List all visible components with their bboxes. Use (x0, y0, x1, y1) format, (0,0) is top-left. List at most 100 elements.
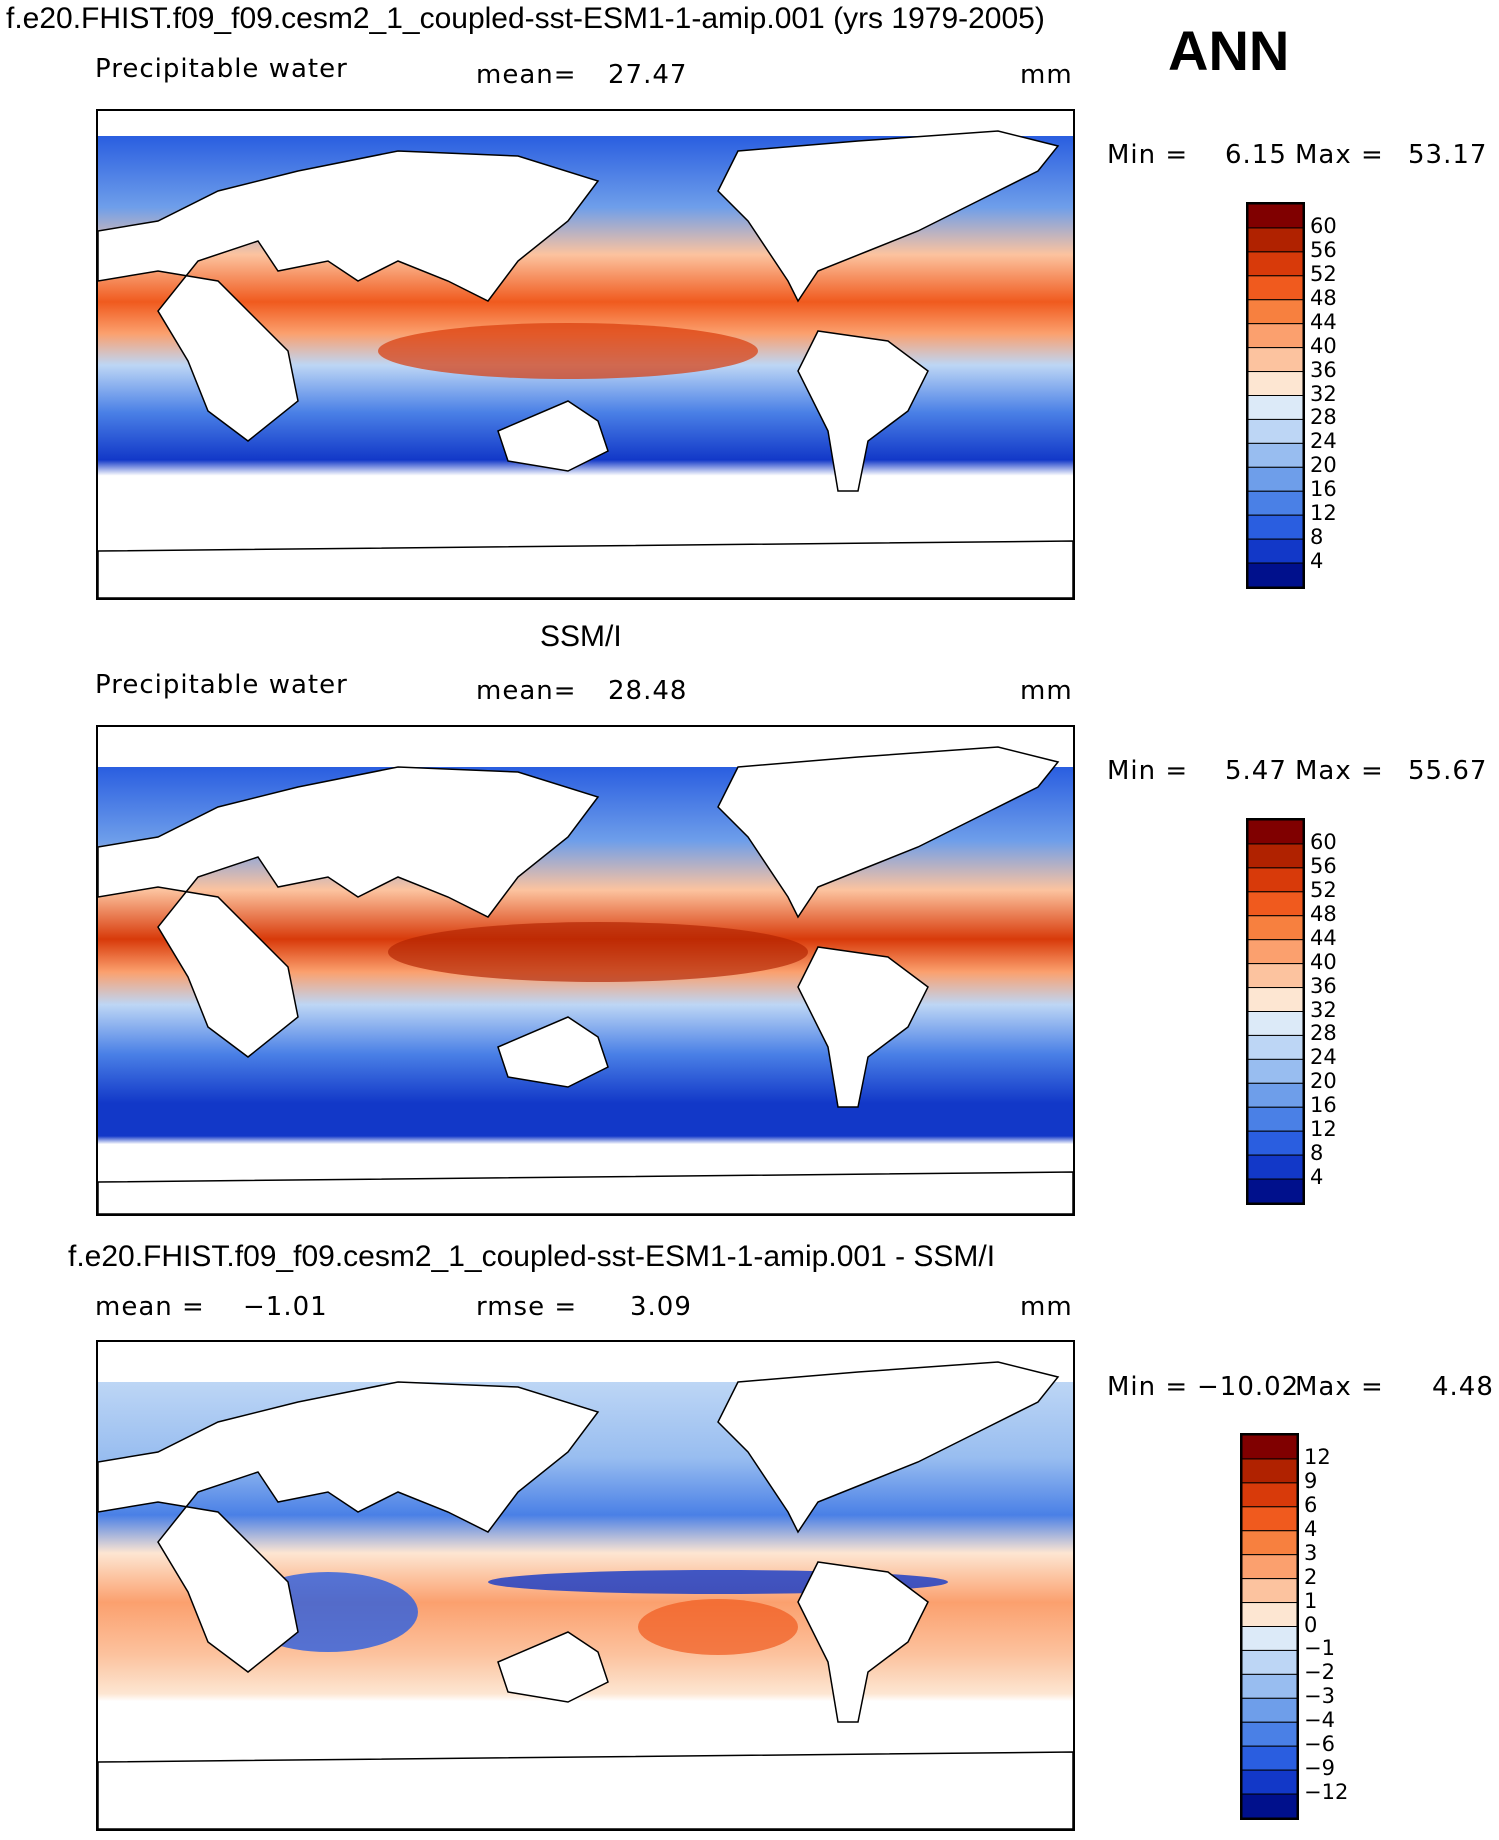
panel-3-mean-label: mean = (95, 1292, 205, 1322)
panel-2-max-value: 55.67 (1408, 756, 1488, 786)
panel-2-mean-label: mean= (476, 676, 577, 706)
panel-1-colorbar-box (1248, 514, 1303, 540)
panel-2-colorbar-label: 40 (1310, 949, 1337, 974)
panel-3-colorbar-label: 1 (1304, 1588, 1318, 1613)
panel-1-warm-pool (378, 323, 758, 379)
panel-3-colorbar-label: −6 (1304, 1732, 1335, 1757)
panel-2-colorbar-box (1248, 1106, 1303, 1132)
panel-3-colorbar-box (1242, 1697, 1297, 1723)
panel-2-warm-pool (388, 922, 808, 982)
panel-3-rmse-value: 3.09 (630, 1292, 692, 1322)
panel-3-colorbar-box (1242, 1673, 1297, 1699)
panel-3-max-value: 4.48 (1432, 1372, 1494, 1402)
panel-2-colorbar (1246, 818, 1305, 1205)
panel-1-colorbar-box (1248, 251, 1303, 277)
panel-2-variable: Precipitable water (95, 670, 348, 700)
panel-2-colorbar-box (1248, 820, 1303, 845)
panel-1-colorbar-label: 12 (1310, 501, 1337, 526)
panel-3-colorbar-box (1242, 1649, 1297, 1675)
panel-1-colorbar-box (1248, 275, 1303, 301)
panel-1-colorbar-label: 16 (1310, 477, 1337, 502)
panel-2-colorbar-label: 16 (1310, 1093, 1337, 1118)
panel-1-mean-value: 27.47 (608, 60, 688, 90)
panel-3-colorbar-label: 4 (1304, 1516, 1318, 1541)
panel-3-colorbar-box (1242, 1626, 1297, 1651)
panel-2-colorbar-box (1248, 1178, 1303, 1203)
panel-2-colorbar-box (1248, 987, 1303, 1012)
panel-2-colorbar-box (1248, 1058, 1303, 1084)
panel-2-colorbar-box (1248, 843, 1303, 869)
panel-3-map (96, 1340, 1075, 1831)
panel-3-colorbar-box (1242, 1602, 1297, 1627)
panel-2-colorbar-label: 28 (1310, 1021, 1337, 1046)
panel-1-colorbar-box (1248, 323, 1303, 349)
panel-2-colorbar-label: 20 (1310, 1069, 1337, 1094)
panel-2-colorbar-box (1248, 867, 1303, 893)
panel-2-colorbar-box (1248, 939, 1303, 965)
panel-3-colorbar-box (1242, 1554, 1297, 1580)
panel-1-colorbar-label: 56 (1310, 237, 1337, 262)
panel-2-units: mm (1020, 676, 1073, 706)
panel-3-max-label: Max = (1295, 1372, 1384, 1402)
panel-2-colorbar-label: 24 (1310, 1045, 1337, 1070)
panel-1-colorbar-label: 20 (1310, 453, 1337, 478)
panel-2-colorbar-label: 36 (1310, 973, 1337, 998)
panel-3-land (98, 1361, 1073, 1829)
panel-2-mean-value: 28.48 (608, 676, 688, 706)
panel-1-colorbar-box (1248, 371, 1303, 396)
panel-1-colorbar-label: 40 (1310, 333, 1337, 358)
panel-3-colorbar-label: 0 (1304, 1612, 1318, 1637)
panel-2-colorbar-box (1248, 1154, 1303, 1180)
panel-2-colorbar-box (1248, 1011, 1303, 1036)
panel-1-colorbar-box (1248, 442, 1303, 468)
panel-1-colorbar-label: 44 (1310, 309, 1337, 334)
panel-1-colorbar-box (1248, 490, 1303, 516)
panel-1-colorbar-label: 52 (1310, 261, 1337, 286)
panel-3-colorbar-box (1242, 1793, 1297, 1818)
panel-3-colorbar-label: 12 (1304, 1444, 1331, 1469)
panel-3-mean-value: −1.01 (243, 1292, 328, 1322)
panel-3-colorbar-label: −12 (1304, 1780, 1349, 1805)
panel-1-colorbar-label: 4 (1310, 549, 1324, 574)
panel-1-max-value: 53.17 (1408, 140, 1488, 170)
panel-2-colorbar-label: 8 (1310, 1141, 1324, 1166)
panel-3-heading: f.e20.FHIST.f09_f09.cesm2_1_coupled-sst-… (68, 1240, 996, 1273)
panel-1-colorbar-label: 24 (1310, 429, 1337, 454)
panel-3-colorbar-box (1242, 1769, 1297, 1795)
panel-1-colorbar-label: 8 (1310, 525, 1324, 550)
panel-3-colorbar-label: 2 (1304, 1564, 1318, 1589)
panel-2-map (96, 725, 1075, 1216)
panel-3-colorbar-label: 6 (1304, 1492, 1318, 1517)
panel-2-colorbar-box (1248, 915, 1303, 941)
panel-2-colorbar-label: 44 (1310, 925, 1337, 950)
panel-3-colorbar-label: −4 (1304, 1708, 1335, 1733)
panel-2-colorbar-label: 32 (1310, 997, 1337, 1022)
panel-1-min-value: 6.15 (1225, 140, 1287, 170)
panel-2-heading: SSM/I (540, 620, 622, 653)
panel-2-colorbar-label: 52 (1310, 877, 1337, 902)
panel-1-colorbar-box (1248, 347, 1303, 373)
panel-3-colorbar-box (1242, 1745, 1297, 1771)
panel-1-colorbar-box (1248, 562, 1303, 587)
panel-3-colorbar-box (1242, 1506, 1297, 1532)
panel-2-max-label: Max = (1295, 756, 1384, 786)
panel-1-min-label: Min = (1107, 140, 1189, 170)
panel-2-min-value: 5.47 (1225, 756, 1287, 786)
panel-3-min-value: −10.02 (1197, 1372, 1300, 1402)
panel-2-colorbar-label: 48 (1310, 901, 1337, 926)
panel-3-south-pacific-wet (638, 1599, 798, 1655)
panel-2-colorbar-box (1248, 1130, 1303, 1156)
panel-3-colorbar (1240, 1433, 1299, 1820)
panel-1-variable: Precipitable water (95, 54, 348, 84)
panel-3-colorbar-label: −9 (1304, 1756, 1335, 1781)
panel-1-units: mm (1020, 60, 1073, 90)
panel-1-colorbar-box (1248, 538, 1303, 564)
panel-2-colorbar-label: 56 (1310, 853, 1337, 878)
panel-2-colorbar-box (1248, 1034, 1303, 1060)
panel-3-colorbar-label: 9 (1304, 1468, 1318, 1493)
panel-3-colorbar-box (1242, 1458, 1297, 1484)
panel-1-colorbar-label: 48 (1310, 285, 1337, 310)
panel-3-colorbar-label: 3 (1304, 1540, 1318, 1565)
panel-3-rmse-label: rmse = (476, 1292, 578, 1322)
panel-2-colorbar-box (1248, 891, 1303, 917)
